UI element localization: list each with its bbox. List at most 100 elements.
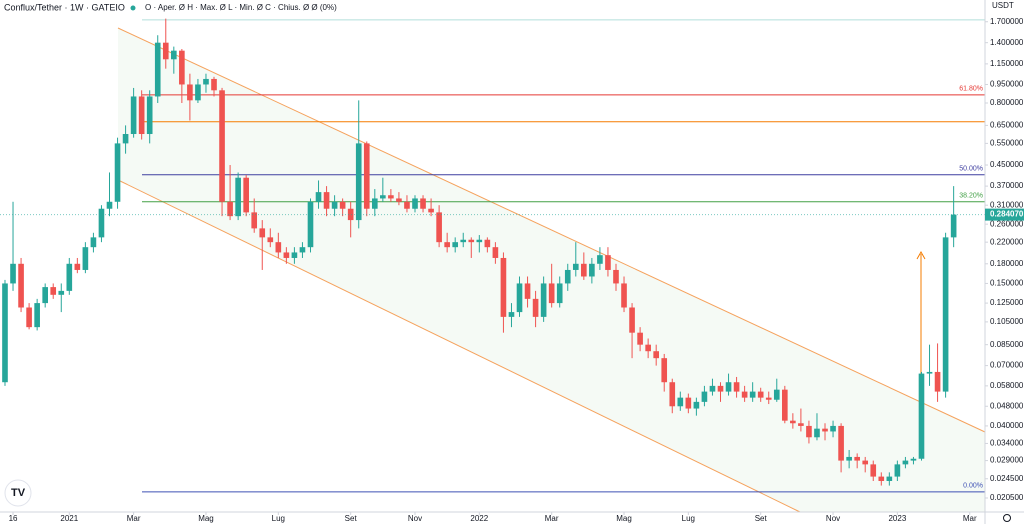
y-tick-label: 0.024500 <box>990 474 1024 483</box>
candle-body <box>90 237 97 248</box>
candle-body <box>524 283 531 299</box>
channel-upper <box>117 27 986 433</box>
candle-body <box>404 201 410 209</box>
y-unit: USDT <box>992 1 1014 10</box>
candle-body <box>645 344 651 352</box>
candle-body <box>910 458 917 461</box>
candle-body <box>918 373 925 459</box>
channel-lower <box>117 179 801 513</box>
y-tick-label: 0.029000 <box>990 456 1024 465</box>
candle-body <box>154 42 161 97</box>
tv-logo: TV <box>4 479 32 507</box>
candle-body <box>605 255 611 270</box>
candle-body <box>219 90 225 202</box>
candle-body <box>291 252 298 258</box>
candle-body <box>589 263 595 277</box>
x-tick-label: 2022 <box>470 514 488 523</box>
candle-body <box>613 269 619 284</box>
candle-body <box>685 397 692 409</box>
level-label: 0.00% <box>963 483 983 490</box>
candle-body <box>798 423 804 426</box>
candle-body <box>629 307 635 333</box>
candle-body <box>701 391 708 402</box>
x-tick-label: 16 <box>9 514 18 523</box>
candle-body <box>211 78 217 91</box>
y-tick-label: 0.260000 <box>990 219 1024 228</box>
x-tick-label: Mag <box>198 514 214 523</box>
candle-body <box>371 198 378 209</box>
y-tick-label: 0.034000 <box>990 439 1024 448</box>
candle-body <box>548 283 555 304</box>
y-tick-label: 0.800000 <box>990 98 1024 107</box>
candle-body <box>757 391 764 398</box>
candle-body <box>862 460 869 465</box>
candle-body <box>637 332 643 345</box>
candle-body <box>814 428 820 438</box>
candle-body <box>854 456 860 461</box>
candle-body <box>396 198 402 202</box>
level-label: 38.20% <box>959 193 983 200</box>
candle-body <box>717 385 724 392</box>
candle-body <box>347 208 354 221</box>
settings-icon[interactable] <box>1003 514 1011 522</box>
candle-body <box>195 84 201 101</box>
x-tick-label: Mar <box>963 514 977 523</box>
y-tick-label: 1.700000 <box>990 17 1024 26</box>
candle-body <box>436 212 442 243</box>
candle-body <box>749 391 756 398</box>
y-tick-label: 0.220000 <box>990 237 1024 246</box>
candle-body <box>709 385 716 392</box>
candle-body <box>227 201 233 217</box>
candle-body <box>468 239 475 243</box>
candle-body <box>82 247 89 270</box>
y-tick-label: 0.950000 <box>990 80 1024 89</box>
candle-body <box>130 96 137 135</box>
last-price-label: 0.284070 <box>990 210 1024 219</box>
candle-body <box>806 425 812 438</box>
candle-body <box>74 263 81 270</box>
candle-body <box>741 391 748 398</box>
candle-body <box>556 283 563 304</box>
x-tick-label: Mar <box>545 514 559 523</box>
candle-body <box>162 42 169 60</box>
candle-body <box>765 397 772 400</box>
candle-body <box>516 283 523 313</box>
candle-body <box>26 307 32 328</box>
candle-body <box>114 143 121 202</box>
candle-body <box>782 389 788 421</box>
candle-body <box>926 371 933 374</box>
candle-body <box>621 283 627 308</box>
candle-body <box>693 401 700 409</box>
candle-body <box>508 312 515 317</box>
candle-body <box>773 389 780 400</box>
candle-body <box>187 84 193 101</box>
candle-body <box>122 134 129 144</box>
candle-body <box>597 255 603 264</box>
x-tick-label: Set <box>345 514 358 523</box>
y-tick-label: 0.105000 <box>990 317 1024 326</box>
candle-body <box>870 464 877 477</box>
candle-body <box>315 192 322 202</box>
candle-body <box>388 195 394 199</box>
candle-body <box>581 263 587 277</box>
candle-body <box>259 228 266 238</box>
x-tick-label: Nov <box>408 514 422 523</box>
candle-body <box>886 476 893 481</box>
y-tick-label: 0.048000 <box>990 401 1024 410</box>
candle-body <box>653 351 659 359</box>
candle-body <box>307 201 314 248</box>
candle-body <box>830 425 836 432</box>
candle-body <box>878 476 885 481</box>
y-tick-label: 1.150000 <box>990 59 1024 68</box>
candle-body <box>484 239 491 248</box>
candle-body <box>10 263 16 284</box>
candle-body <box>42 287 48 304</box>
candle-body <box>838 425 844 461</box>
candle-body <box>540 283 547 317</box>
x-tick-label: Lug <box>682 514 695 523</box>
x-tick-label: Set <box>755 514 768 523</box>
candle-body <box>572 263 579 270</box>
candle-body <box>283 252 290 258</box>
candle-body <box>50 287 57 295</box>
